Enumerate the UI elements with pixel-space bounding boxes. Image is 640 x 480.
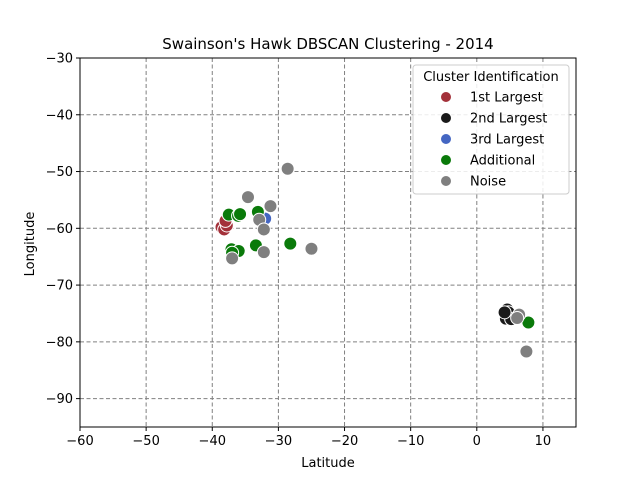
y-tick-label: −80 <box>46 335 73 350</box>
x-tick-label: −60 <box>66 434 93 449</box>
legend-entries: 1st Largest 2nd Largest 3rd Largest Additio… <box>440 91 547 190</box>
data-point-noise <box>256 245 271 260</box>
legend-label: 3rd Largest <box>470 133 544 148</box>
legend-label: Additional <box>470 154 535 169</box>
data-points <box>214 161 536 359</box>
x-tick-label: 0 <box>473 434 481 449</box>
legend-marker <box>440 154 452 166</box>
data-point-noise <box>304 241 319 256</box>
y-tick-label: −30 <box>46 52 73 67</box>
data-point-additional <box>233 207 248 222</box>
y-axis-label: Longitude <box>23 212 38 277</box>
plot-frame <box>79 57 577 428</box>
legend-label: 2nd Largest <box>470 112 547 127</box>
y-tick-label: −50 <box>46 165 73 180</box>
y-tick-label: −90 <box>46 392 73 407</box>
axis-ticks: −60 −50 −40 −30 −20 −10 0 10 −90 −80 −70 −60 −50 −40 −… <box>46 52 552 450</box>
data-point-additional <box>283 236 298 251</box>
data-point-noise <box>240 190 255 205</box>
legend-label: 1st Largest <box>470 91 543 106</box>
legend-label: Noise <box>470 175 506 190</box>
data-point-noise <box>263 199 278 214</box>
y-tick-label: −40 <box>46 108 73 123</box>
legend-marker <box>440 91 452 103</box>
legend-marker <box>440 112 452 124</box>
y-tick-label: −70 <box>46 279 73 294</box>
data-point-noise <box>519 344 534 359</box>
data-point-noise <box>280 161 295 176</box>
data-point-noise <box>256 222 271 237</box>
chart-title: Swainson's Hawk DBSCAN Clustering - 2014 <box>162 35 493 53</box>
data-point-2nd-largest <box>497 305 512 320</box>
x-tick-label: −40 <box>199 434 226 449</box>
data-point-noise <box>225 251 240 266</box>
x-tick-label: −50 <box>132 434 159 449</box>
x-axis-label: Latitude <box>301 456 355 471</box>
x-tick-label: 10 <box>535 434 552 449</box>
x-tick-label: −30 <box>265 434 292 449</box>
x-tick-label: −10 <box>397 434 424 449</box>
x-tick-label: −20 <box>331 434 358 449</box>
legend-box <box>412 64 570 195</box>
legend: Cluster Identification 1st Largest 2nd La… <box>412 64 570 195</box>
y-tick-label: −60 <box>46 222 73 237</box>
legend-title: Cluster Identification <box>423 70 559 85</box>
legend-marker <box>440 133 452 145</box>
data-point-noise <box>510 311 525 326</box>
legend-marker <box>440 175 452 187</box>
